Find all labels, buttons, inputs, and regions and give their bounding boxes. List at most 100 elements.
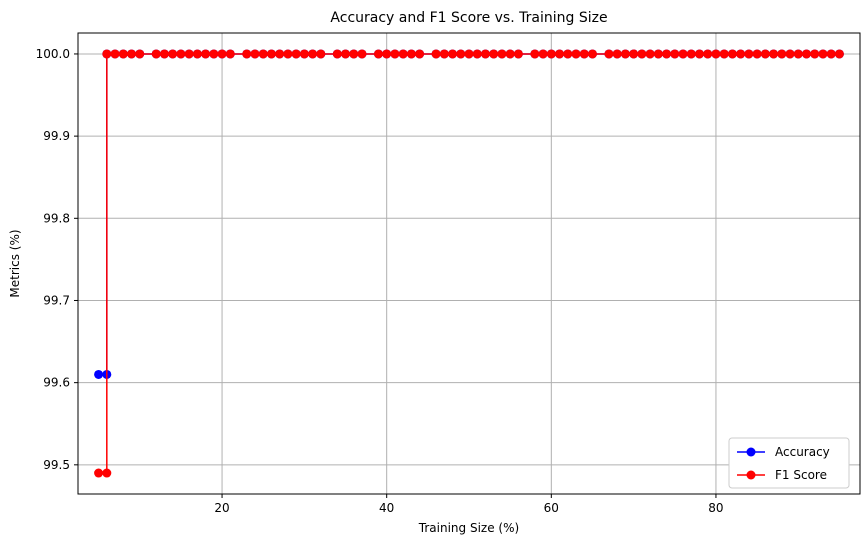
- data-point-f1-score: [168, 49, 178, 59]
- data-point-f1-score: [127, 49, 137, 59]
- data-point-f1-score: [538, 49, 548, 59]
- data-point-f1-score: [102, 49, 112, 59]
- data-point-f1-score: [332, 49, 342, 59]
- data-point-f1-score: [464, 49, 474, 59]
- data-point-f1-score: [818, 49, 828, 59]
- data-point-f1-score: [777, 49, 787, 59]
- data-point-f1-score: [201, 49, 211, 59]
- y-tick-label: 99.6: [43, 376, 70, 390]
- data-point-f1-score: [563, 49, 573, 59]
- data-point-f1-score: [769, 49, 779, 59]
- data-point-f1-score: [382, 49, 392, 59]
- x-axis-label: Training Size (%): [418, 521, 519, 535]
- data-point-f1-score: [587, 49, 597, 59]
- data-point-f1-score: [217, 49, 227, 59]
- data-point-f1-score: [727, 49, 737, 59]
- data-point-f1-score: [694, 49, 704, 59]
- data-point-f1-score: [390, 49, 400, 59]
- data-point-f1-score: [110, 49, 120, 59]
- legend-marker-f1-score: [746, 470, 756, 480]
- data-point-f1-score: [275, 49, 285, 59]
- data-point-f1-score: [415, 49, 425, 59]
- y-tick-label: 99.5: [43, 458, 70, 472]
- data-point-f1-score: [711, 49, 721, 59]
- data-point-f1-score: [118, 49, 128, 59]
- data-point-f1-score: [555, 49, 565, 59]
- data-point-f1-score: [703, 49, 713, 59]
- data-point-f1-score: [505, 49, 515, 59]
- data-point-f1-score: [373, 49, 383, 59]
- data-point-f1-score: [349, 49, 359, 59]
- x-tick-label: 40: [379, 501, 394, 515]
- series-group: [94, 49, 844, 478]
- data-point-f1-score: [316, 49, 326, 59]
- data-point-f1-score: [102, 468, 112, 478]
- data-point-f1-score: [341, 49, 351, 59]
- data-point-f1-score: [135, 49, 145, 59]
- data-point-f1-score: [760, 49, 770, 59]
- data-point-f1-score: [497, 49, 507, 59]
- data-point-f1-score: [662, 49, 672, 59]
- data-point-f1-score: [192, 49, 202, 59]
- y-axis-label: Metrics (%): [8, 229, 22, 297]
- data-point-f1-score: [242, 49, 252, 59]
- data-point-f1-score: [431, 49, 441, 59]
- y-tick-label: 100.0: [36, 47, 70, 61]
- data-point-f1-score: [686, 49, 696, 59]
- data-point-f1-score: [291, 49, 301, 59]
- data-point-f1-score: [834, 49, 844, 59]
- data-point-f1-score: [810, 49, 820, 59]
- data-point-f1-score: [357, 49, 367, 59]
- y-tick-label: 99.8: [43, 211, 70, 225]
- data-point-f1-score: [209, 49, 219, 59]
- data-point-f1-score: [604, 49, 614, 59]
- data-point-f1-score: [94, 468, 104, 478]
- data-point-f1-score: [513, 49, 523, 59]
- data-point-f1-score: [546, 49, 556, 59]
- x-tick-label: 80: [708, 501, 723, 515]
- data-point-f1-score: [439, 49, 449, 59]
- legend-marker-accuracy: [746, 447, 756, 457]
- data-point-f1-score: [258, 49, 268, 59]
- data-point-f1-score: [612, 49, 622, 59]
- data-point-f1-score: [456, 49, 466, 59]
- data-point-f1-score: [151, 49, 161, 59]
- data-point-f1-score: [736, 49, 746, 59]
- legend-label-accuracy: Accuracy: [775, 445, 830, 459]
- legend-label-f1-score: F1 Score: [775, 468, 827, 482]
- data-point-f1-score: [184, 49, 194, 59]
- data-point-f1-score: [801, 49, 811, 59]
- plot-frame: [77, 32, 861, 495]
- data-point-f1-score: [398, 49, 408, 59]
- data-point-f1-score: [579, 49, 589, 59]
- data-point-f1-score: [744, 49, 754, 59]
- data-point-f1-score: [678, 49, 688, 59]
- legend: Accuracy F1 Score: [728, 437, 850, 489]
- data-point-f1-score: [719, 49, 729, 59]
- data-point-f1-score: [530, 49, 540, 59]
- data-point-f1-score: [480, 49, 490, 59]
- data-point-f1-score: [176, 49, 186, 59]
- data-point-f1-score: [489, 49, 499, 59]
- data-point-f1-score: [793, 49, 803, 59]
- data-point-f1-score: [448, 49, 458, 59]
- data-point-f1-score: [571, 49, 581, 59]
- data-point-f1-score: [159, 49, 169, 59]
- data-point-f1-score: [826, 49, 836, 59]
- data-point-f1-score: [629, 49, 639, 59]
- data-point-f1-score: [472, 49, 482, 59]
- chart-title: Accuracy and F1 Score vs. Training Size: [330, 10, 607, 26]
- data-point-f1-score: [670, 49, 680, 59]
- data-point-f1-score: [406, 49, 416, 59]
- data-point-f1-score: [266, 49, 276, 59]
- y-tick-label: 99.9: [43, 129, 70, 143]
- x-tick-label: 20: [214, 501, 229, 515]
- data-point-f1-score: [620, 49, 630, 59]
- data-point-f1-score: [308, 49, 318, 59]
- data-point-accuracy: [94, 369, 104, 379]
- data-point-f1-score: [637, 49, 647, 59]
- y-tick-label: 99.7: [43, 293, 70, 307]
- data-point-f1-score: [283, 49, 293, 59]
